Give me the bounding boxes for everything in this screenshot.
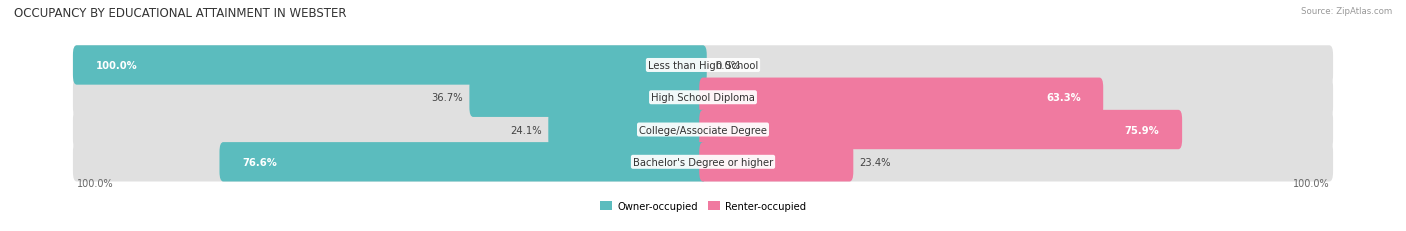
FancyBboxPatch shape xyxy=(73,143,1333,182)
FancyBboxPatch shape xyxy=(73,46,1333,85)
Text: OCCUPANCY BY EDUCATIONAL ATTAINMENT IN WEBSTER: OCCUPANCY BY EDUCATIONAL ATTAINMENT IN W… xyxy=(14,7,346,20)
Text: 100.0%: 100.0% xyxy=(77,179,114,188)
Text: 63.3%: 63.3% xyxy=(1046,93,1081,103)
FancyBboxPatch shape xyxy=(219,143,707,182)
Text: Bachelor's Degree or higher: Bachelor's Degree or higher xyxy=(633,157,773,167)
Text: 100.0%: 100.0% xyxy=(96,61,138,71)
FancyBboxPatch shape xyxy=(470,78,707,117)
FancyBboxPatch shape xyxy=(73,46,707,85)
Text: 36.7%: 36.7% xyxy=(432,93,463,103)
Text: 100.0%: 100.0% xyxy=(1292,179,1329,188)
Text: College/Associate Degree: College/Associate Degree xyxy=(638,125,768,135)
Text: 24.1%: 24.1% xyxy=(510,125,543,135)
FancyBboxPatch shape xyxy=(73,78,1333,117)
Legend: Owner-occupied, Renter-occupied: Owner-occupied, Renter-occupied xyxy=(600,201,806,211)
Text: High School Diploma: High School Diploma xyxy=(651,93,755,103)
FancyBboxPatch shape xyxy=(699,110,1182,149)
FancyBboxPatch shape xyxy=(548,110,707,149)
FancyBboxPatch shape xyxy=(699,78,1104,117)
Text: 75.9%: 75.9% xyxy=(1125,125,1160,135)
Text: Source: ZipAtlas.com: Source: ZipAtlas.com xyxy=(1301,7,1392,16)
FancyBboxPatch shape xyxy=(699,143,853,182)
Text: Less than High School: Less than High School xyxy=(648,61,758,71)
Text: 0.0%: 0.0% xyxy=(716,61,741,71)
Text: 23.4%: 23.4% xyxy=(859,157,891,167)
Text: 76.6%: 76.6% xyxy=(242,157,277,167)
FancyBboxPatch shape xyxy=(73,110,1333,149)
